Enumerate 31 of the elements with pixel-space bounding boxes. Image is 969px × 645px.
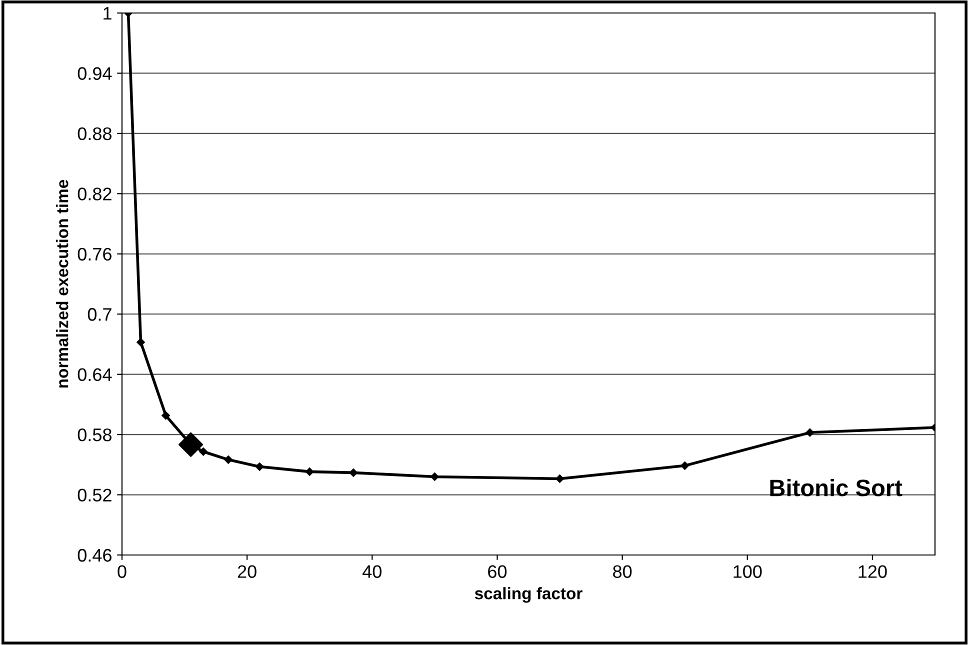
y-tick-label: 0.46 bbox=[78, 548, 112, 562]
y-tick-label: 1 bbox=[104, 7, 112, 20]
y-tick-label: 0.94 bbox=[78, 67, 112, 80]
point bbox=[430, 472, 439, 481]
x-tick-label: 120 bbox=[858, 565, 887, 578]
x-tick-label: 60 bbox=[488, 565, 507, 578]
point bbox=[162, 411, 170, 420]
point bbox=[305, 468, 314, 476]
x-tick-label: 100 bbox=[734, 565, 762, 578]
point bbox=[224, 456, 232, 464]
y-tick-label: 0.88 bbox=[78, 127, 112, 140]
point bbox=[199, 447, 208, 456]
point bbox=[178, 432, 204, 457]
y-tick-label: 0.76 bbox=[78, 248, 112, 261]
point bbox=[806, 428, 814, 437]
point bbox=[136, 338, 145, 346]
y-tick-label: 0.58 bbox=[78, 428, 112, 442]
point bbox=[255, 462, 264, 471]
y-axis-title: normalized execution time bbox=[56, 180, 68, 388]
y-tick-label: 0.52 bbox=[78, 488, 112, 502]
x-tick-label: 0 bbox=[118, 565, 126, 578]
y-tick-label: 0.82 bbox=[78, 188, 112, 200]
point bbox=[680, 462, 689, 470]
point bbox=[556, 474, 564, 483]
y-tick-label: 0.7 bbox=[88, 308, 112, 321]
x-tick-label: 40 bbox=[362, 565, 382, 578]
x-axis-title: scaling factor bbox=[474, 587, 582, 603]
y-tick-label: 0.64 bbox=[78, 368, 112, 382]
x-tick-label: 20 bbox=[238, 565, 256, 578]
x-tick-label: 80 bbox=[613, 565, 632, 578]
annotation: Bitonic Sort bbox=[770, 478, 902, 496]
